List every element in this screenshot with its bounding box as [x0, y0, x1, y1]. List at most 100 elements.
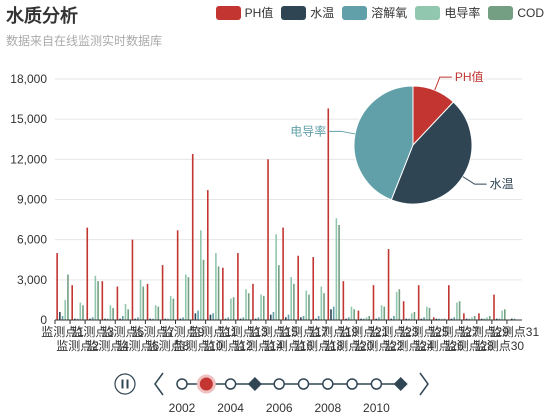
bar[interactable] — [305, 290, 308, 320]
bar[interactable] — [458, 301, 461, 320]
bar[interactable] — [435, 318, 438, 320]
bar[interactable] — [350, 306, 353, 320]
bar[interactable] — [187, 277, 190, 320]
timeline-node[interactable] — [297, 378, 310, 390]
bar[interactable] — [315, 318, 317, 320]
bar[interactable] — [463, 313, 465, 320]
bar[interactable] — [137, 317, 139, 320]
bar[interactable] — [74, 318, 76, 320]
bar[interactable] — [116, 286, 119, 320]
bar[interactable] — [453, 317, 456, 320]
bar[interactable] — [109, 305, 112, 320]
bar[interactable] — [413, 311, 416, 320]
bar[interactable] — [441, 318, 443, 320]
bar[interactable] — [257, 317, 260, 320]
legend-item-cod[interactable]: COD — [488, 4, 544, 21]
bar[interactable] — [269, 314, 272, 320]
legend-item-ph[interactable]: PH值 — [215, 4, 273, 21]
bar[interactable] — [262, 295, 265, 320]
bar[interactable] — [323, 293, 325, 320]
bar[interactable] — [89, 318, 91, 320]
bar[interactable] — [215, 253, 217, 320]
bar[interactable] — [106, 318, 109, 320]
bar[interactable] — [410, 313, 413, 320]
bar[interactable] — [330, 309, 332, 320]
bar[interactable] — [471, 317, 473, 320]
bar[interactable] — [206, 190, 209, 320]
bar[interactable] — [488, 315, 491, 320]
bar[interactable] — [308, 294, 310, 320]
bar[interactable] — [438, 318, 440, 320]
bar[interactable] — [194, 313, 197, 320]
pause-icon[interactable] — [114, 373, 136, 395]
bar[interactable] — [317, 315, 320, 320]
bar[interactable] — [513, 318, 516, 320]
bar[interactable] — [124, 303, 127, 320]
bar[interactable] — [347, 317, 350, 320]
bar[interactable] — [363, 318, 365, 320]
bar[interactable] — [390, 318, 393, 320]
bar[interactable] — [254, 318, 257, 320]
bar[interactable] — [67, 274, 69, 320]
bar[interactable] — [212, 313, 214, 320]
bar[interactable] — [375, 318, 377, 320]
bar[interactable] — [154, 305, 157, 320]
bar[interactable] — [383, 306, 386, 320]
bar[interactable] — [176, 230, 179, 320]
legend-item-temp[interactable]: 水温 — [281, 4, 334, 21]
bar[interactable] — [127, 309, 129, 320]
bar[interactable] — [465, 318, 468, 320]
bar[interactable] — [91, 317, 94, 320]
bar[interactable] — [202, 259, 205, 320]
bar[interactable] — [134, 318, 136, 320]
bar[interactable] — [224, 318, 227, 320]
chevron-left-icon[interactable] — [154, 372, 164, 396]
bar[interactable] — [405, 318, 408, 320]
bar[interactable] — [493, 294, 495, 320]
bar[interactable] — [94, 275, 97, 320]
legend-item-cond[interactable]: 电导率 — [415, 4, 480, 21]
bar[interactable] — [378, 317, 380, 320]
timeline-node[interactable] — [273, 378, 285, 390]
bar[interactable] — [139, 279, 142, 320]
bar[interactable] — [287, 314, 290, 320]
bar[interactable] — [97, 281, 99, 320]
bar[interactable] — [232, 297, 235, 320]
bar[interactable] — [360, 318, 362, 320]
bar[interactable] — [408, 318, 410, 320]
bar[interactable] — [237, 253, 239, 320]
bar[interactable] — [480, 318, 483, 320]
bar[interactable] — [252, 283, 254, 320]
bar[interactable] — [432, 317, 435, 320]
bar[interactable] — [227, 317, 230, 320]
pie-slice[interactable] — [390, 101, 473, 205]
bar[interactable] — [76, 318, 79, 320]
bar[interactable] — [345, 318, 347, 320]
bar[interactable] — [504, 309, 506, 320]
bar[interactable] — [179, 318, 182, 320]
bar[interactable] — [146, 283, 149, 320]
bar[interactable] — [191, 153, 194, 320]
bar[interactable] — [59, 311, 61, 320]
bar[interactable] — [275, 234, 277, 320]
bar[interactable] — [131, 239, 134, 320]
chevron-right-icon[interactable] — [419, 372, 429, 396]
bar[interactable] — [297, 255, 299, 320]
bar[interactable] — [498, 318, 501, 320]
timeline-node[interactable] — [176, 378, 188, 390]
bar[interactable] — [483, 318, 486, 320]
bar[interactable] — [495, 318, 498, 320]
bar[interactable] — [423, 317, 425, 320]
bar[interactable] — [486, 317, 488, 320]
bar[interactable] — [302, 315, 305, 320]
bar[interactable] — [402, 301, 405, 320]
bar[interactable] — [209, 314, 212, 320]
bar[interactable] — [501, 310, 503, 320]
bar[interactable] — [86, 227, 89, 320]
bar[interactable] — [245, 289, 247, 320]
bar[interactable] — [230, 298, 232, 320]
bar[interactable] — [393, 315, 395, 320]
bar[interactable] — [217, 266, 220, 320]
bar[interactable] — [239, 318, 242, 320]
bar[interactable] — [342, 281, 345, 320]
